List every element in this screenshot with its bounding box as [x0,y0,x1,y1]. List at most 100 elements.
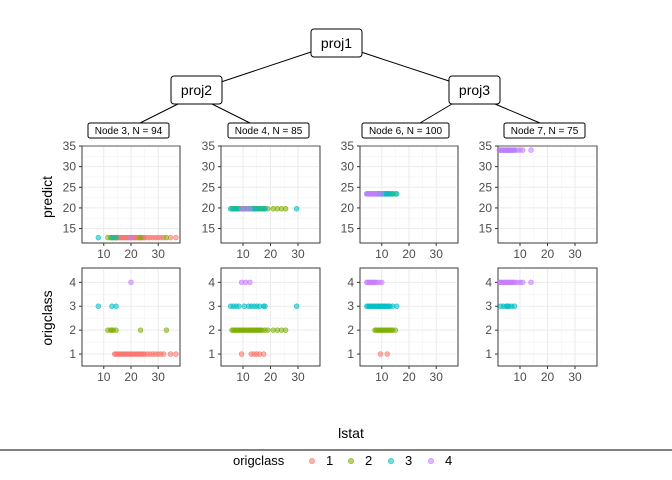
x-tick-label: 10 [236,370,250,384]
data-point [137,327,144,333]
data-point [265,327,271,333]
y-tick-label: 2 [69,323,76,337]
x-tick-label: 30 [291,370,305,384]
data-point [394,191,400,197]
y-tick-label: 35 [202,139,216,153]
data-point [520,147,526,153]
data-point [160,351,167,357]
edge-right-node6 [419,103,453,124]
y-tick-label: 25 [63,180,77,194]
legend-key [388,458,394,464]
data-point [392,327,399,333]
data-point [163,327,170,333]
x-tick-label: 20 [402,370,416,384]
y-axis-title-origclass: origclass [39,290,55,345]
y-tick-label: 20 [479,201,493,215]
node-box [310,28,363,58]
scatter-panels: 10 20 30 15 20 25 30 35 10 20 30 1 2 3 4 10 20 30 15 20 25 30… [63,139,598,384]
legend-title: origclass [233,453,285,468]
y-tick-label: 15 [341,222,355,236]
legend-label: 4 [445,453,452,468]
edge-root-right [360,51,453,83]
leaf-box [361,122,450,139]
leaf-node-3: Node 3, N = 94 [87,122,170,139]
data-point [282,206,289,212]
legend: origclass 1 2 3 4 [233,453,452,468]
x-tick-label: 20 [541,247,555,261]
edge-right-node7 [494,103,541,124]
data-point [173,234,179,241]
leaf-node-7: Node 7, N = 75 [503,122,586,139]
x-axis-title: lstat [338,425,364,441]
x-tick-label: 20 [402,247,416,261]
y-tick-label: 30 [479,160,493,174]
legend-label: 1 [326,453,333,468]
y-tick-label: 20 [63,201,77,215]
legend-key [309,458,315,464]
node-box [170,75,223,105]
panel-origclass-2: 10 20 30 1 2 3 4 [208,267,321,384]
node-label: proj3 [459,82,490,98]
legend-key [348,458,354,464]
leaf-label: Node 6, N = 100 [369,126,443,137]
data-point [293,206,300,212]
x-tick-label: 10 [236,247,250,261]
x-tick-label: 30 [152,247,166,261]
data-point [113,234,119,241]
data-point [377,351,384,357]
y-tick-label: 1 [208,347,215,361]
x-tick-label: 10 [375,247,389,261]
x-tick-label: 30 [430,370,444,384]
y-tick-label: 15 [202,222,216,236]
edge-left-node3 [139,103,179,124]
data-point [282,327,289,333]
y-tick-label: 20 [341,201,355,215]
node-label: proj2 [181,82,212,98]
tree-edges [139,51,541,124]
y-tick-label: 15 [479,222,493,236]
data-point [379,279,385,286]
y-tick-label: 3 [69,299,76,313]
leaf-label: Node 3, N = 94 [95,126,163,137]
y-axis-title-predict: predict [39,176,55,218]
y-tick-label: 4 [208,275,215,289]
y-tick-label: 4 [69,275,76,289]
node-box [448,75,501,105]
panel-predict-4: 10 20 30 15 20 25 30 35 [479,139,598,261]
y-tick-label: 3 [347,299,354,313]
data-point [163,234,170,241]
y-tick-label: 2 [208,323,215,337]
leaf-box [227,122,310,139]
leaf-node-4: Node 4, N = 85 [227,122,310,139]
x-tick-label: 30 [568,247,582,261]
leaf-label: Node 7, N = 75 [511,126,579,137]
x-tick-label: 20 [541,370,555,384]
data-point [137,234,144,241]
y-tick-label: 4 [347,275,354,289]
x-tick-label: 10 [513,247,527,261]
data-point [95,234,102,241]
legend-item-3: 3 [388,453,412,468]
legend-item-2: 2 [348,453,372,468]
leaf-node-6: Node 6, N = 100 [361,122,450,139]
tree-node-left: proj2 [170,75,223,105]
data-point [113,303,119,309]
y-tick-label: 4 [485,275,492,289]
leaf-box [87,122,170,139]
x-tick-label: 10 [97,247,111,261]
x-tick-label: 30 [568,370,582,384]
data-point [520,279,526,286]
y-tick-label: 35 [341,139,355,153]
y-tick-label: 25 [202,180,216,194]
node-label: proj1 [321,35,352,51]
data-point [167,351,174,357]
data-point [128,279,134,286]
y-tick-label: 25 [341,180,355,194]
y-tick-label: 35 [479,139,493,153]
data-point [262,303,268,309]
tree-node-right: proj3 [448,75,501,105]
y-tick-label: 30 [202,160,216,174]
data-point [247,206,253,212]
x-tick-label: 30 [291,247,305,261]
